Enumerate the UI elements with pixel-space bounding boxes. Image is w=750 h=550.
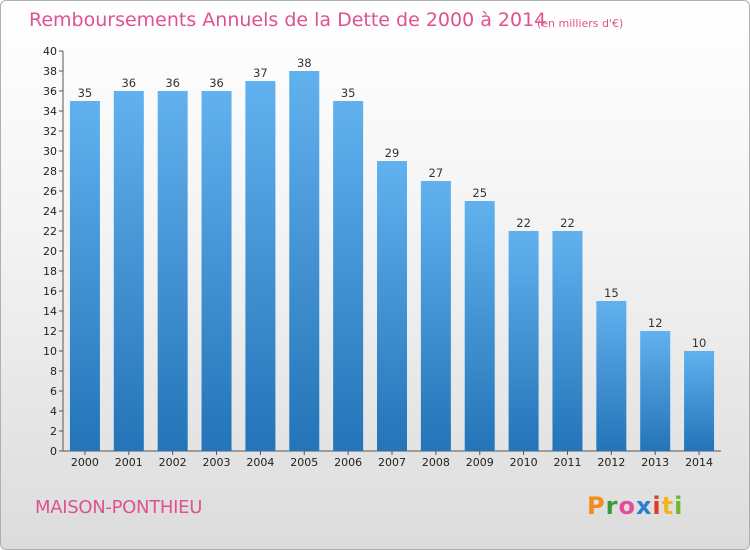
commune-name: MAISON-PONTHIEU bbox=[35, 497, 203, 518]
x-tick-label: 2011 bbox=[553, 456, 581, 469]
x-tick-label: 2002 bbox=[159, 456, 187, 469]
y-tick-label: 38 bbox=[43, 65, 57, 78]
x-tick-label: 2000 bbox=[71, 456, 99, 469]
proxiti-logo: Proxiti bbox=[587, 492, 683, 520]
bar-2012 bbox=[596, 301, 627, 451]
data-label-2004: 37 bbox=[253, 66, 268, 80]
y-tick-label: 26 bbox=[43, 185, 57, 198]
y-tick-label: 4 bbox=[50, 405, 57, 418]
data-label-2001: 36 bbox=[121, 76, 136, 90]
data-label-2010: 22 bbox=[516, 216, 531, 230]
data-label-2011: 22 bbox=[560, 216, 575, 230]
x-tick-label: 2004 bbox=[246, 456, 274, 469]
data-label-2013: 12 bbox=[648, 316, 663, 330]
data-label-2008: 27 bbox=[429, 166, 444, 180]
logo-letter: r bbox=[605, 492, 619, 520]
x-tick-label: 2013 bbox=[641, 456, 669, 469]
y-tick-label: 32 bbox=[43, 125, 57, 138]
x-tick-label: 2005 bbox=[290, 456, 318, 469]
bar-2000 bbox=[69, 101, 100, 451]
bar-2014 bbox=[684, 351, 715, 451]
logo-letter: t bbox=[661, 492, 675, 520]
bar-2013 bbox=[640, 331, 671, 451]
y-tick-label: 36 bbox=[43, 85, 57, 98]
chart-title: Remboursements Annuels de la Dette de 20… bbox=[29, 9, 547, 31]
bar-2004 bbox=[245, 81, 276, 451]
logo-letter: x bbox=[635, 492, 653, 520]
y-tick-label: 2 bbox=[50, 425, 57, 438]
y-tick-label: 18 bbox=[43, 265, 57, 278]
y-tick-label: 6 bbox=[50, 385, 57, 398]
y-tick-label: 24 bbox=[43, 205, 57, 218]
data-label-2007: 29 bbox=[385, 146, 400, 160]
y-tick-label: 22 bbox=[43, 225, 57, 238]
data-label-2003: 36 bbox=[209, 76, 224, 90]
x-tick-label: 2010 bbox=[510, 456, 538, 469]
x-tick-label: 2012 bbox=[597, 456, 625, 469]
bar-2009 bbox=[464, 201, 495, 451]
y-tick-label: 40 bbox=[43, 45, 57, 58]
y-tick-label: 10 bbox=[43, 345, 57, 358]
bar-2001 bbox=[113, 91, 144, 451]
bar-2005 bbox=[289, 71, 320, 451]
bar-2002 bbox=[157, 91, 188, 451]
y-tick-label: 0 bbox=[50, 445, 57, 458]
x-tick-label: 2009 bbox=[466, 456, 494, 469]
data-label-2002: 36 bbox=[165, 76, 180, 90]
bar-2007 bbox=[377, 161, 407, 451]
data-label-2000: 35 bbox=[78, 86, 93, 100]
y-tick-label: 34 bbox=[43, 105, 57, 118]
data-label-2005: 38 bbox=[297, 56, 312, 70]
y-tick-label: 12 bbox=[43, 325, 57, 338]
x-tick-label: 2007 bbox=[378, 456, 406, 469]
bar-2008 bbox=[420, 181, 451, 451]
y-tick-label: 30 bbox=[43, 145, 57, 158]
y-tick-label: 8 bbox=[50, 365, 57, 378]
data-label-2014: 10 bbox=[692, 336, 707, 350]
x-tick-label: 2001 bbox=[115, 456, 143, 469]
x-tick-label: 2006 bbox=[334, 456, 362, 469]
bar-2003 bbox=[201, 91, 232, 451]
logo-letter: i bbox=[652, 492, 662, 520]
bar-2010 bbox=[508, 231, 539, 451]
data-label-2012: 15 bbox=[604, 286, 619, 300]
x-tick-label: 2014 bbox=[685, 456, 713, 469]
y-tick-label: 20 bbox=[43, 245, 57, 258]
bar-2011 bbox=[552, 231, 583, 451]
logo-letter: o bbox=[618, 492, 636, 520]
x-tick-label: 2003 bbox=[203, 456, 231, 469]
y-tick-label: 28 bbox=[43, 165, 57, 178]
bar-2006 bbox=[333, 101, 364, 451]
y-tick-label: 16 bbox=[43, 285, 57, 298]
data-label-2006: 35 bbox=[341, 86, 356, 100]
chart-subtitle: (en milliers d'€) bbox=[537, 17, 624, 30]
x-tick-label: 2008 bbox=[422, 456, 450, 469]
data-label-2009: 25 bbox=[472, 186, 487, 200]
logo-letter: P bbox=[587, 492, 606, 520]
y-tick-label: 14 bbox=[43, 305, 57, 318]
logo-letter: i bbox=[674, 492, 684, 520]
